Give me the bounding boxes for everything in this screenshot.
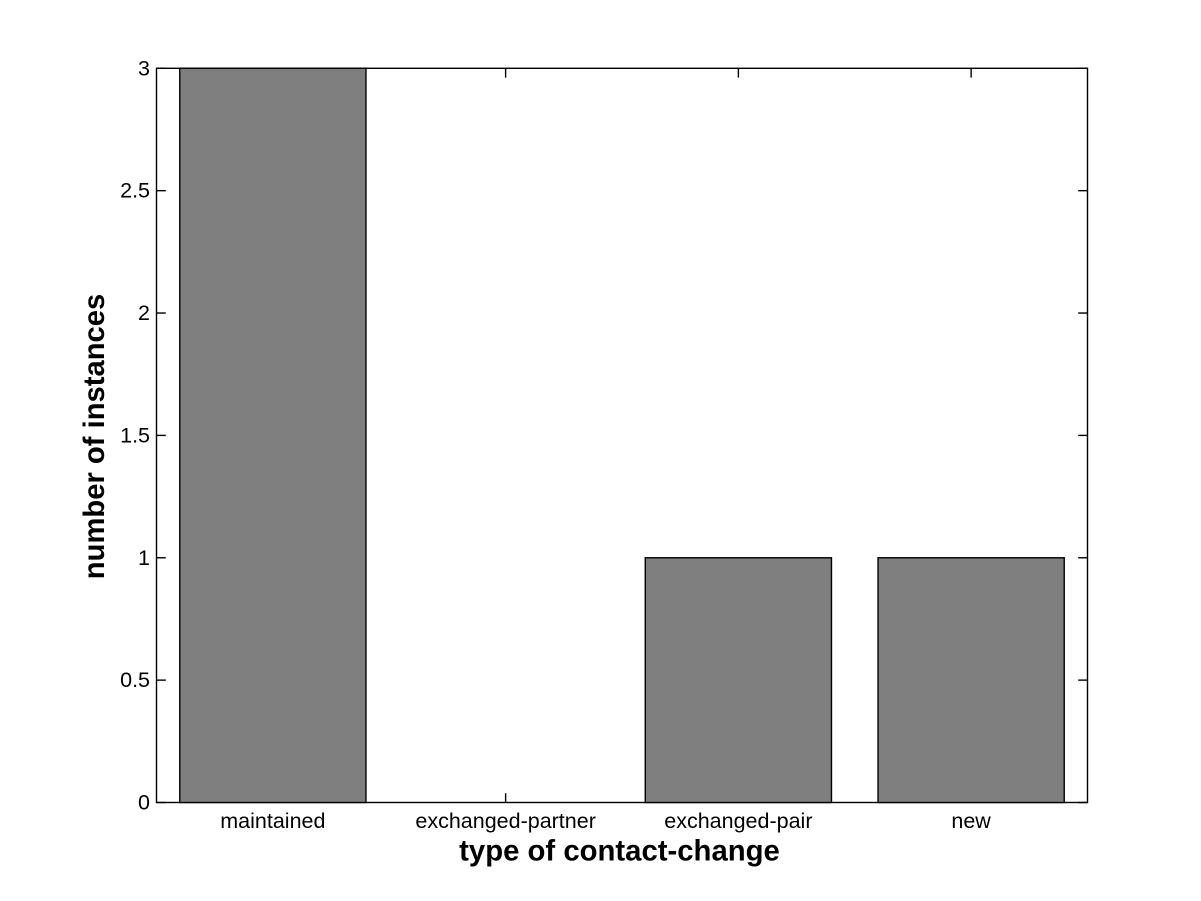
svg-text:exchanged-partner: exchanged-partner — [415, 809, 595, 833]
svg-text:type of contact-change: type of contact-change — [459, 835, 780, 868]
svg-text:1: 1 — [138, 546, 150, 570]
svg-text:number of instances: number of instances — [79, 294, 111, 579]
svg-text:new: new — [951, 809, 991, 833]
svg-text:1.5: 1.5 — [120, 423, 150, 447]
svg-text:2.5: 2.5 — [120, 179, 150, 203]
svg-text:0: 0 — [138, 791, 150, 815]
svg-text:2: 2 — [138, 301, 150, 325]
svg-text:3: 3 — [138, 56, 150, 80]
svg-text:0.5: 0.5 — [120, 668, 150, 692]
svg-text:maintained: maintained — [220, 809, 325, 833]
svg-text:exchanged-pair: exchanged-pair — [664, 809, 812, 833]
